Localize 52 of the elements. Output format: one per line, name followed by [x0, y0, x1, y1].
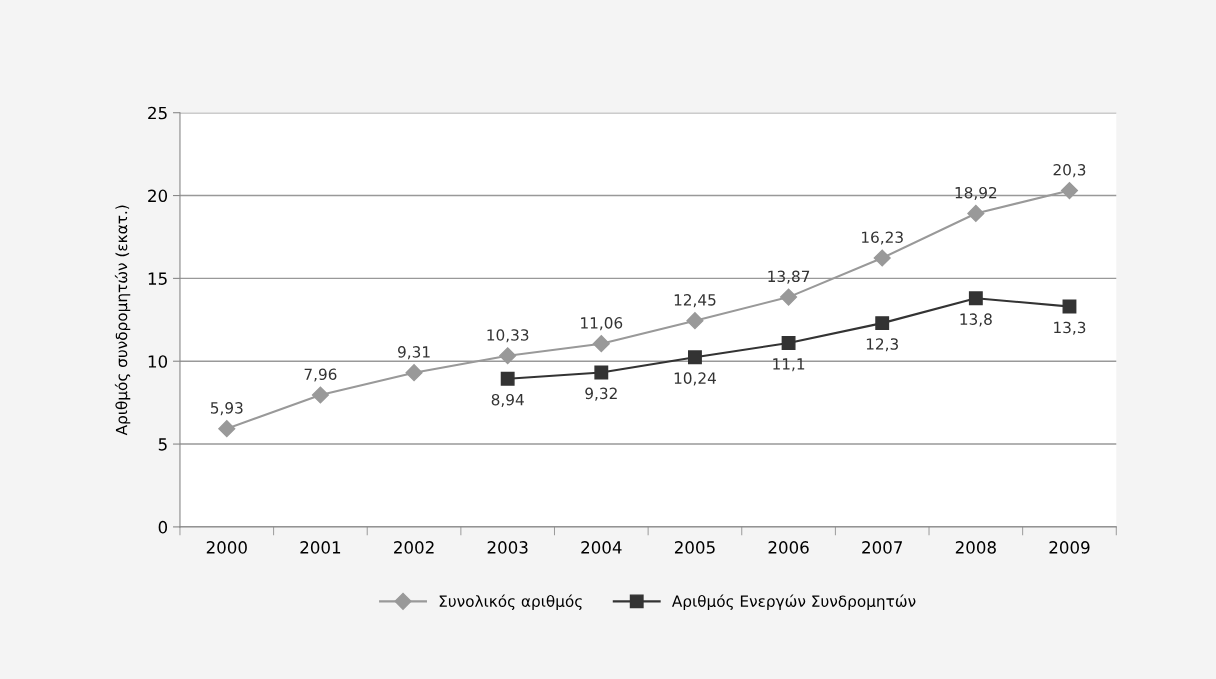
- data-label: 11,06: [581, 317, 623, 331]
- legend-label: Συνολικός αριθμός: [439, 594, 582, 610]
- point: [311, 386, 329, 404]
- data-label: 5,93: [210, 402, 243, 416]
- point: [499, 347, 517, 365]
- y-tick-label: 20: [148, 189, 168, 203]
- data-label: 12,45: [674, 294, 716, 308]
- data-label: 16,23: [862, 231, 903, 245]
- data-label: 9,32: [585, 387, 617, 401]
- y-tick-label: 25: [148, 106, 167, 120]
- data-label: 8,94: [491, 393, 524, 407]
- data-label: 7,96: [304, 368, 337, 382]
- y-tick-label: 10: [148, 355, 168, 368]
- x-tick-label: 2001: [300, 541, 341, 554]
- x-tick-label: 2003: [487, 541, 528, 554]
- legend-label: Αριθμός Ενεργών Συνδρομητών: [671, 594, 916, 610]
- point: [967, 204, 985, 222]
- data-label: 12,3: [866, 338, 898, 352]
- data-label: 20,3: [1053, 164, 1086, 178]
- x-tick-label: 2005: [674, 541, 715, 554]
- x-tick-label: 2008: [955, 541, 996, 554]
- point: [875, 316, 890, 331]
- data-label: 10,24: [674, 372, 716, 386]
- data-label: 9,31: [398, 346, 430, 360]
- data-label: 10,33: [487, 329, 529, 343]
- x-tick-label: 2009: [1049, 541, 1090, 554]
- x-tick-label: 2004: [581, 541, 622, 554]
- point: [780, 288, 798, 306]
- point: [594, 365, 609, 380]
- data-label: 11,1: [773, 358, 805, 372]
- y-tick-label: 0: [158, 520, 168, 534]
- y-axis-title: Αριθμός συνδρομητών (εκατ.): [114, 205, 131, 436]
- x-tick-label: 2006: [768, 541, 809, 554]
- point: [405, 364, 423, 382]
- data-label: 13,3: [1054, 321, 1086, 335]
- y-tick-label: 15: [148, 272, 167, 285]
- x-tick-label: 2002: [394, 541, 434, 554]
- point: [1060, 182, 1079, 200]
- x-tick-label: 2000: [206, 541, 247, 554]
- point: [687, 350, 702, 365]
- x-tick-label: 2007: [862, 541, 902, 554]
- point: [781, 336, 796, 350]
- data-label: 18,92: [955, 186, 997, 200]
- point: [968, 291, 983, 306]
- data-label: 13,8: [960, 313, 992, 327]
- point: [592, 335, 610, 353]
- point: [873, 249, 891, 267]
- point: [218, 420, 236, 438]
- y-tick-label: 5: [158, 438, 167, 451]
- point: [686, 312, 704, 330]
- point: [500, 371, 515, 386]
- data-label: 13,87: [768, 270, 810, 284]
